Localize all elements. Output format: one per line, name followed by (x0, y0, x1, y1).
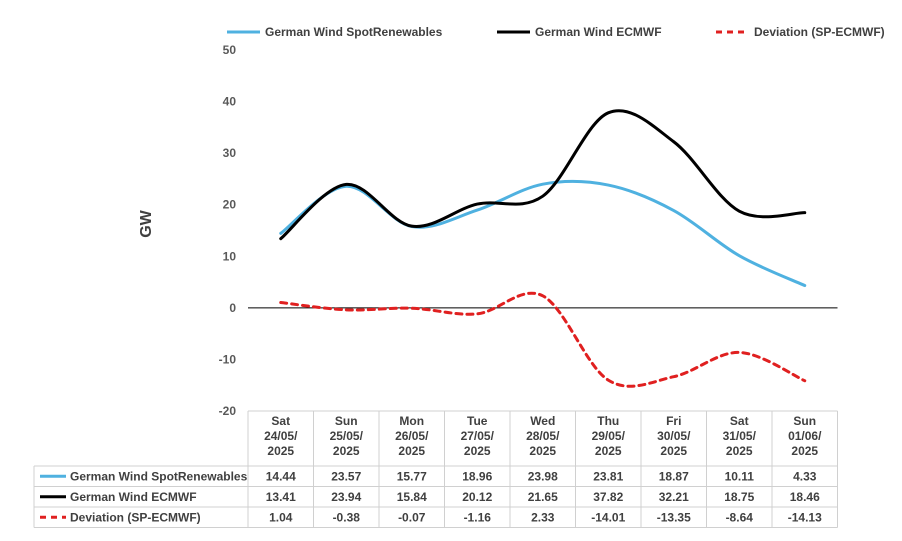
category-label: Sat (271, 414, 290, 428)
table-cell: -0.07 (398, 510, 426, 524)
category-label: Sun (793, 414, 816, 428)
table-cell: 18.46 (790, 490, 820, 504)
category-label: Sat (730, 414, 749, 428)
category-label: Mon (399, 414, 424, 428)
series-line-2 (279, 291, 807, 388)
table-cell: 15.84 (397, 490, 427, 504)
table-cell: 10.11 (725, 469, 755, 483)
table-cell: 18.96 (462, 469, 492, 483)
category-label: Sun (335, 414, 358, 428)
table-cell: 13.41 (266, 490, 296, 504)
table-cell: 2.33 (531, 510, 555, 524)
table-cell: 14.44 (266, 469, 296, 483)
table-row-name-0: German Wind SpotRenewables (70, 469, 248, 483)
category-label: 2025 (726, 444, 753, 458)
legend-label-1: German Wind ECMWF (535, 25, 662, 39)
table-cell: 37.82 (593, 490, 623, 504)
category-label: 30/05/ (657, 429, 691, 443)
category-label: 2025 (464, 444, 491, 458)
y-tick-label: 50 (223, 43, 237, 57)
table-cell: 4.33 (793, 469, 817, 483)
category-label: 26/05/ (395, 429, 429, 443)
y-tick-label: 20 (223, 198, 237, 212)
category-label: 2025 (333, 444, 360, 458)
table-cell: -13.35 (657, 510, 691, 524)
category-label: 27/05/ (461, 429, 495, 443)
table-cell: 32.21 (659, 490, 689, 504)
category-label: 2025 (791, 444, 818, 458)
category-label: 01/06/ (788, 429, 822, 443)
table-cell: -8.64 (726, 510, 754, 524)
chart-legend: German Wind SpotRenewables German Wind EC… (227, 25, 885, 39)
series-line-1 (279, 109, 807, 241)
category-label: Fri (666, 414, 681, 428)
table-cell: -1.16 (464, 510, 492, 524)
category-label: 2025 (595, 444, 622, 458)
y-tick-label: -20 (219, 404, 237, 418)
category-label: 2025 (529, 444, 556, 458)
table-row-name-1: German Wind ECMWF (70, 490, 197, 504)
table-cell: 15.77 (397, 469, 427, 483)
legend-label-0: German Wind SpotRenewables (265, 25, 443, 39)
category-label: 31/05/ (723, 429, 757, 443)
table-cell: 20.12 (462, 490, 492, 504)
y-tick-label: 40 (223, 95, 237, 109)
table-cell: 18.87 (659, 469, 689, 483)
category-label: Tue (467, 414, 488, 428)
y-axis-label: GW (138, 209, 155, 237)
y-tick-label: 0 (229, 301, 236, 315)
table-cell: 23.94 (331, 490, 361, 504)
y-axis-ticks: 50 40 30 20 10 0 -10 -20 (219, 43, 237, 418)
legend-label-2: Deviation (SP-ECMWF) (754, 25, 885, 39)
table-cell: 23.57 (331, 469, 361, 483)
series-line-0 (279, 179, 807, 288)
table-cell: 18.75 (724, 490, 754, 504)
table-cell: 21.65 (528, 490, 558, 504)
category-label: 2025 (398, 444, 425, 458)
table-cell: -14.01 (591, 510, 625, 524)
category-label: Wed (530, 414, 555, 428)
category-label: 24/05/ (264, 429, 298, 443)
series-lines (279, 109, 807, 388)
category-label: 25/05/ (330, 429, 364, 443)
category-label: 2025 (267, 444, 294, 458)
table-row-name-2: Deviation (SP-ECMWF) (70, 510, 201, 524)
y-tick-label: 10 (223, 249, 237, 263)
category-label: 28/05/ (526, 429, 560, 443)
table-cell: 1.04 (269, 510, 293, 524)
category-label: 29/05/ (592, 429, 626, 443)
table-cell: -0.38 (333, 510, 361, 524)
category-label: 2025 (660, 444, 687, 458)
y-tick-label: 30 (223, 146, 237, 160)
data-table: Sat24/05/2025Sun25/05/2025Mon26/05/2025T… (33, 410, 838, 528)
category-label: Thu (597, 414, 619, 428)
table-cell: -14.13 (788, 510, 822, 524)
table-cell: 23.98 (528, 469, 558, 483)
y-tick-label: -10 (219, 352, 237, 366)
table-cell: 23.81 (593, 469, 623, 483)
